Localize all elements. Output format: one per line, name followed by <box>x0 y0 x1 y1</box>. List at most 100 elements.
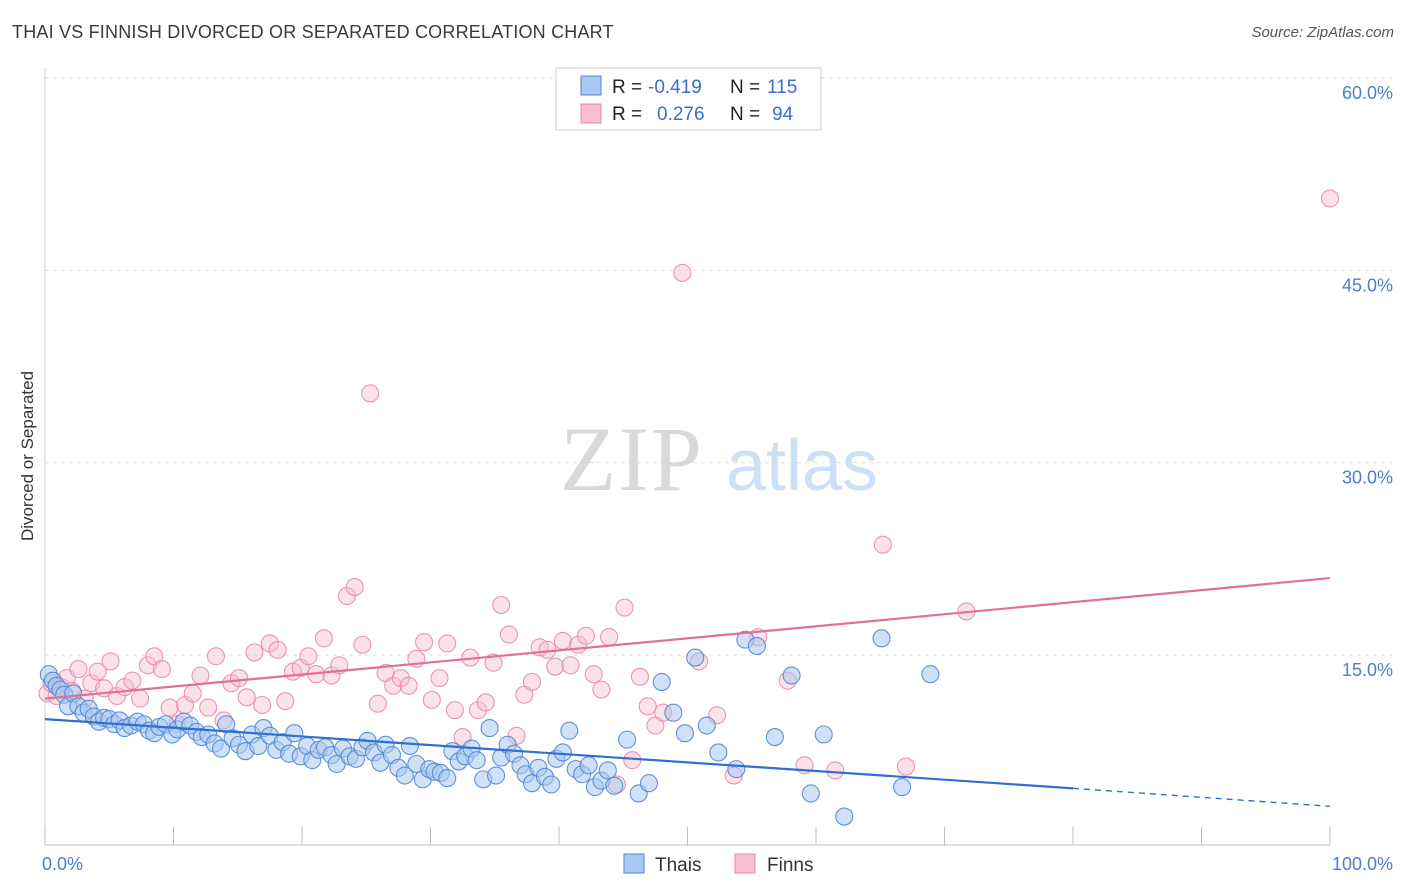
thais-point <box>765 728 784 747</box>
thais-point <box>285 724 304 743</box>
watermark-atlas: atlas <box>726 426 878 506</box>
finns-point <box>268 640 287 659</box>
chart-source: Source: ZipAtlas.com <box>1251 24 1394 41</box>
legend-finns-swatch <box>580 103 602 124</box>
legend-finns-r-value: 0.276 <box>657 104 705 125</box>
thais-point <box>801 784 820 803</box>
finns-point <box>873 535 892 554</box>
finns-point <box>561 656 580 675</box>
tick-labels: 15.0% 30.0% 45.0% 60.0% 0.0% 100.0% <box>42 83 1393 874</box>
finns-point <box>160 698 179 717</box>
finns-point <box>138 656 157 675</box>
x-tick-label: 100.0% <box>1332 854 1393 874</box>
finns-trend-line <box>44 576 1331 700</box>
finns-point <box>492 595 511 615</box>
finns-point <box>69 660 88 679</box>
finns-point <box>673 263 692 282</box>
legend-thais-n-label: N = <box>730 77 760 98</box>
thais-point <box>686 648 705 667</box>
finns-point <box>183 684 202 703</box>
legend-thais-n-value: 115 <box>767 77 797 98</box>
y-tick-label: 45.0% <box>1342 275 1393 295</box>
finns-point <box>368 694 387 713</box>
finns-point <box>546 657 565 676</box>
finns-point <box>253 695 272 715</box>
watermark-zip: ZIP <box>560 408 704 510</box>
thais-point <box>211 739 231 758</box>
finns-point <box>553 631 572 650</box>
finns-point <box>131 689 150 708</box>
finns-point <box>399 676 418 695</box>
finns-point <box>630 667 650 686</box>
thais-point <box>921 665 940 684</box>
finns-point <box>123 671 142 690</box>
finns-point <box>415 633 434 652</box>
finns-point <box>206 647 225 666</box>
finns-point <box>826 761 845 780</box>
legend-finns-r-label: R = <box>612 104 642 125</box>
finns-point <box>152 660 171 679</box>
legend-thais-r-value: -0.419 <box>648 77 702 98</box>
finns-point <box>896 757 916 776</box>
thais-point <box>747 636 766 656</box>
thais-point <box>814 725 833 744</box>
x-tick-label: 0.0% <box>42 854 83 874</box>
finns-point <box>245 643 264 662</box>
thais-point <box>675 724 694 743</box>
thais-point <box>697 716 716 735</box>
finns-point <box>276 692 295 711</box>
finns-point <box>1320 189 1340 208</box>
legend-box: R = -0.419 N = 115 R = 0.276 N = 94 <box>555 67 822 131</box>
legend-thais-swatch <box>580 75 602 96</box>
thais-point <box>400 736 419 756</box>
finns-point <box>499 625 518 644</box>
finns-point <box>430 669 449 688</box>
finns-point <box>484 653 503 672</box>
chart-title: THAI VS FINNISH DIVORCED OR SEPARATED CO… <box>12 22 614 42</box>
thais-point <box>664 703 683 722</box>
thais-point <box>872 629 891 648</box>
thais-point <box>782 666 801 685</box>
finns-point <box>476 693 495 712</box>
y-tick-label: 15.0% <box>1342 660 1393 680</box>
finns-point <box>468 701 488 720</box>
series-thais-points <box>39 629 940 826</box>
y-tick-label: 30.0% <box>1342 468 1393 488</box>
finns-point <box>438 634 457 653</box>
finns-point <box>422 690 441 709</box>
thais-point <box>598 761 617 780</box>
finns-point <box>391 669 410 688</box>
legend-finns-n-label: N = <box>730 104 760 125</box>
thais-point <box>249 736 268 756</box>
thais-trend-extension <box>1072 787 1331 808</box>
thais-trend-line <box>44 718 1074 790</box>
thais-point <box>486 766 506 785</box>
finns-point <box>191 666 210 685</box>
thais-point <box>652 672 671 691</box>
finns-point <box>314 629 333 648</box>
finns-point <box>615 598 634 617</box>
finns-point <box>353 635 372 654</box>
gridlines <box>45 77 1392 656</box>
thais-point <box>893 778 912 797</box>
axes <box>44 68 1331 846</box>
finns-point <box>88 662 107 681</box>
thais-point <box>605 776 624 795</box>
y-tick-label: 60.0% <box>1342 83 1393 103</box>
finns-point <box>229 669 249 688</box>
finns-point <box>522 672 542 691</box>
finns-point <box>345 577 364 597</box>
finns-point <box>584 665 603 684</box>
y-axis-title: Divorced or Separated <box>18 371 37 541</box>
finns-point <box>592 680 611 699</box>
finns-point <box>101 652 120 671</box>
thais-point <box>467 751 486 770</box>
legend-finns-n-value: 94 <box>772 104 794 125</box>
trend-lines <box>44 576 1331 808</box>
thais-point <box>542 775 561 794</box>
thais-point <box>709 743 728 762</box>
finns-point <box>384 676 403 695</box>
finns-point <box>445 701 464 720</box>
thais-point <box>560 721 579 740</box>
bottom-legend-finns-swatch <box>734 853 756 874</box>
